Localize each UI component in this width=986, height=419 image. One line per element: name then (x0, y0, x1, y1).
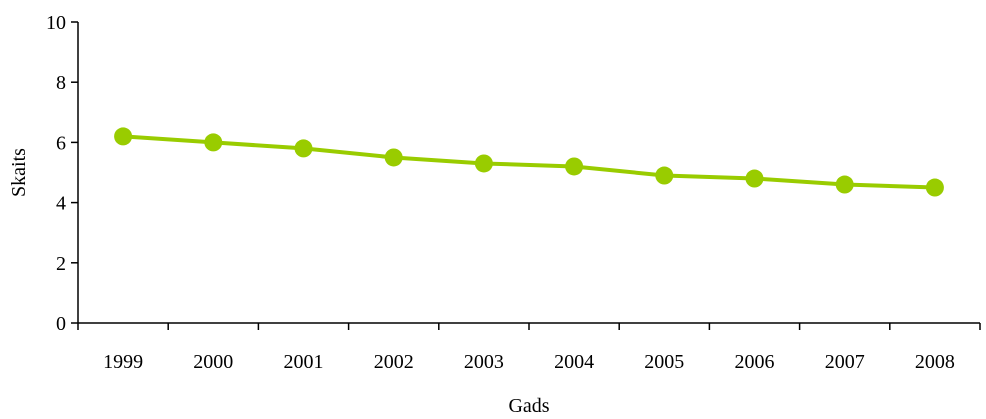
y-axis-title: Skaits (8, 148, 30, 197)
x-tick-label: 2002 (374, 351, 414, 373)
y-tick-label: 6 (56, 132, 66, 154)
x-tick-label: 2005 (644, 351, 684, 373)
y-tick-label: 10 (46, 12, 66, 34)
data-point (114, 127, 133, 146)
x-axis-title: Gads (508, 395, 549, 417)
y-tick-label: 0 (56, 313, 66, 335)
plot-area: 0 2 4 6 8 10 1999 2000 2001 2002 2003 2004 2005 2006… (46, 12, 981, 373)
series-line (122, 134, 935, 190)
x-axis-ticks: 1999 2000 2001 2002 2003 2004 2005 2006 2007 2008 (77, 323, 981, 373)
data-point (474, 154, 493, 173)
x-tick-label: 2007 (825, 351, 865, 373)
y-tick-label: 8 (56, 72, 66, 94)
y-axis-ticks: 0 2 4 6 8 10 (46, 12, 78, 335)
x-tick-label: 2008 (915, 351, 955, 373)
x-tick-label: 1999 (103, 351, 143, 373)
data-point (565, 157, 584, 176)
data-point (204, 133, 223, 152)
series-layer (114, 127, 944, 197)
y-tick-label: 4 (56, 193, 66, 215)
x-tick-label: 2004 (554, 351, 594, 373)
y-tick-label: 2 (56, 253, 66, 275)
x-tick-label: 2000 (193, 351, 233, 373)
x-tick-label: 2006 (735, 351, 775, 373)
x-tick-label: 2001 (284, 351, 324, 373)
data-point (294, 139, 313, 158)
data-point (745, 169, 764, 188)
data-point (655, 166, 674, 185)
data-point (835, 175, 854, 194)
data-point (384, 148, 403, 167)
x-tick-label: 2003 (464, 351, 504, 373)
data-point (925, 178, 944, 197)
